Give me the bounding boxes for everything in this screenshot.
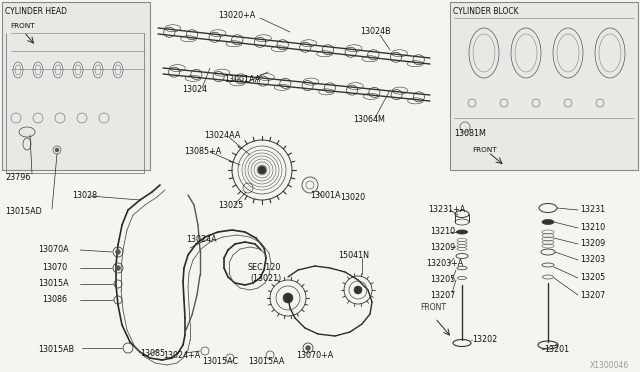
Text: 13024+A: 13024+A — [163, 350, 200, 359]
Circle shape — [115, 266, 120, 270]
Text: 13028: 13028 — [72, 190, 97, 199]
Text: 13210: 13210 — [580, 224, 605, 232]
Text: FRONT: FRONT — [420, 304, 446, 312]
Bar — [450, 2, 638, 170]
Text: 13020: 13020 — [340, 193, 365, 202]
Text: 13207: 13207 — [580, 291, 605, 299]
Circle shape — [258, 166, 266, 174]
Text: 13209: 13209 — [430, 244, 455, 253]
Text: 23796: 23796 — [5, 173, 30, 182]
Text: 13207: 13207 — [430, 291, 455, 299]
Circle shape — [305, 346, 310, 350]
Text: 13064M: 13064M — [353, 115, 385, 125]
Text: 15041N: 15041N — [338, 251, 369, 260]
Text: 13015AD: 13015AD — [5, 208, 42, 217]
Text: 13085: 13085 — [140, 350, 165, 359]
Circle shape — [115, 250, 120, 254]
Text: 13015A: 13015A — [38, 279, 68, 289]
Text: 13081M: 13081M — [454, 129, 486, 138]
Bar — [2, 2, 150, 170]
Ellipse shape — [542, 219, 554, 224]
Text: 13085+A: 13085+A — [184, 148, 221, 157]
Text: 13015AB: 13015AB — [38, 346, 74, 355]
Text: 13203: 13203 — [580, 256, 605, 264]
Circle shape — [55, 148, 59, 152]
Text: 13070A: 13070A — [38, 246, 68, 254]
Text: 13015AC: 13015AC — [202, 357, 238, 366]
Text: 13015AA: 13015AA — [248, 357, 284, 366]
Text: CYLINDER HEAD: CYLINDER HEAD — [5, 6, 67, 16]
Text: 13205: 13205 — [430, 276, 455, 285]
Text: (13021): (13021) — [250, 273, 281, 282]
Text: 13020+A: 13020+A — [218, 12, 255, 20]
Text: 13231: 13231 — [580, 205, 605, 215]
Text: 13001AA: 13001AA — [224, 76, 260, 84]
Circle shape — [354, 286, 362, 294]
Text: 13210: 13210 — [430, 228, 455, 237]
Ellipse shape — [456, 230, 467, 234]
Text: 13203+A: 13203+A — [426, 259, 463, 267]
Text: 13025: 13025 — [218, 201, 243, 209]
Text: 13201: 13201 — [544, 346, 569, 355]
Text: SEC.120: SEC.120 — [248, 263, 282, 272]
Text: 13205: 13205 — [580, 273, 605, 282]
Text: FRONT: FRONT — [10, 23, 35, 29]
Text: 13024: 13024 — [182, 86, 207, 94]
Circle shape — [283, 293, 293, 303]
Text: 13024AA: 13024AA — [204, 131, 241, 141]
Text: 13024A: 13024A — [186, 235, 216, 244]
Text: 13202: 13202 — [472, 336, 497, 344]
Text: CYLINDER BLOCK: CYLINDER BLOCK — [453, 6, 518, 16]
Text: 13086: 13086 — [42, 295, 67, 305]
Text: 13231+A: 13231+A — [428, 205, 465, 215]
Text: FRONT: FRONT — [472, 147, 497, 153]
Text: 13070+A: 13070+A — [296, 350, 333, 359]
Text: 13001A: 13001A — [310, 192, 340, 201]
Text: 13070: 13070 — [42, 263, 67, 273]
Text: 13024B: 13024B — [360, 28, 390, 36]
Text: X1300046: X1300046 — [590, 360, 629, 369]
Text: 13209: 13209 — [580, 240, 605, 248]
